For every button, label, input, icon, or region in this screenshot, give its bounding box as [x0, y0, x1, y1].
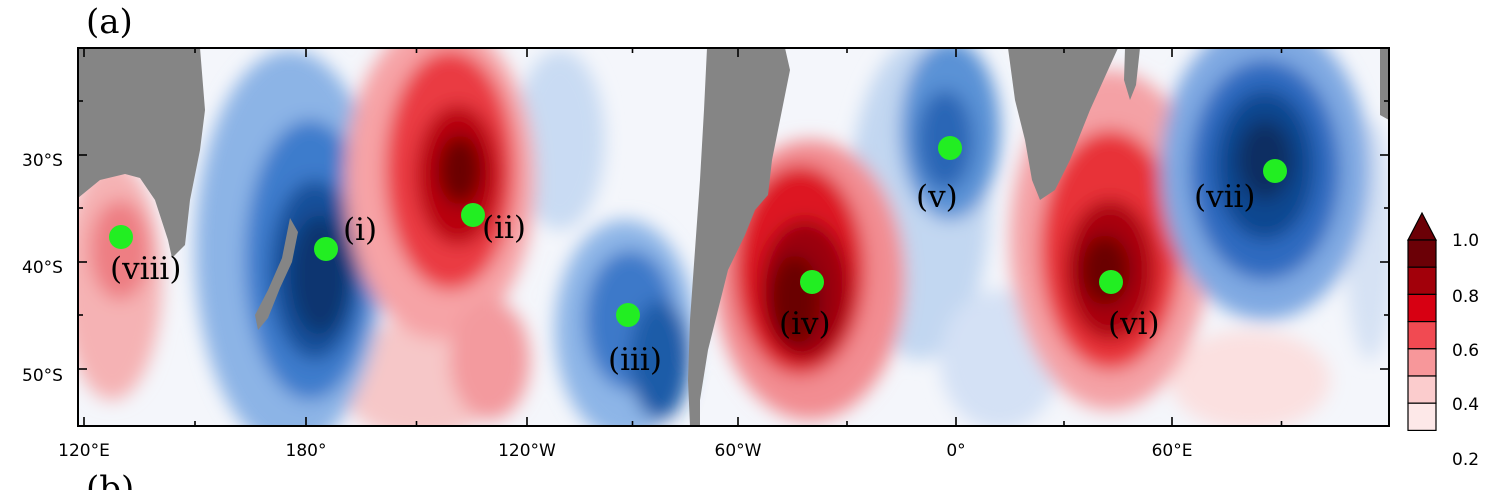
axis-ticks	[78, 48, 1389, 426]
point-label-v: (v)	[916, 179, 958, 215]
marker-i	[314, 237, 338, 261]
marker-iii	[616, 303, 640, 327]
marker-iv	[800, 270, 824, 294]
point-label-vi: (vi)	[1108, 306, 1160, 342]
lon-labels: 120°E 180° 120°W 60°W 0° 60°E	[58, 441, 1192, 461]
point-label-i: (i)	[343, 212, 377, 248]
land-australia	[78, 48, 205, 258]
point-label-iii: (iii)	[608, 342, 662, 378]
colorbar-label-0-4: 0.4	[1452, 395, 1479, 415]
land-africa	[1008, 48, 1118, 200]
point-label-vii: (vii)	[1194, 179, 1256, 215]
map-frame	[77, 47, 1390, 427]
lat-label-40s: 40°S	[22, 258, 63, 278]
lat-label-30s: 30°S	[22, 151, 63, 171]
lon-label-0: 0°	[946, 441, 965, 461]
colorbar-arrow	[1407, 211, 1437, 241]
point-label-viii: (viii)	[110, 251, 181, 287]
colorbar-label-0-8: 0.8	[1452, 287, 1479, 307]
lon-label-120e: 120°E	[58, 441, 110, 461]
point-label-iv: (iv)	[779, 306, 831, 342]
lat-label-50s: 50°S	[22, 366, 63, 386]
marker-v	[938, 136, 962, 160]
colorbar-box	[1407, 239, 1437, 268]
lon-label-120w: 120°W	[498, 441, 556, 461]
marker-viii	[109, 225, 133, 249]
lon-label-180: 180°	[286, 441, 327, 461]
marker-vii	[1263, 159, 1287, 183]
map-field	[78, 48, 1389, 426]
colorbar-label-0-2: 0.2	[1452, 450, 1479, 470]
lat-labels: 30°S 40°S 50°S	[22, 151, 63, 386]
marker-ii	[461, 203, 485, 227]
colorbar-box	[1407, 321, 1437, 350]
colorbar-label-1-0: 1.0	[1452, 231, 1479, 251]
land-new-zealand	[255, 218, 298, 330]
colorbar-box	[1407, 348, 1437, 377]
point-markers	[109, 136, 1287, 327]
land-madagascar	[1124, 48, 1140, 100]
colorbar-box	[1407, 293, 1437, 323]
marker-vi	[1099, 270, 1123, 294]
land-east-edge	[1380, 48, 1389, 120]
colorbar-boxes	[1407, 239, 1437, 432]
colorbar-box	[1407, 375, 1437, 404]
lon-label-60e: 60°E	[1152, 441, 1193, 461]
point-label-ii: (ii)	[482, 210, 526, 246]
colorbar: 1.0 0.8 0.6 0.4 0.2	[1407, 211, 1479, 470]
panel-label-a: (a)	[86, 2, 133, 42]
lon-label-60w: 60°W	[715, 441, 762, 461]
panel-label-b: (b)	[86, 469, 134, 490]
point-labels: (i) (ii) (iii) (iv) (v) (vi) (vii) (viii…	[110, 179, 1256, 378]
colorbar-box	[1407, 266, 1437, 296]
land-south-america	[688, 48, 790, 426]
land-masses	[78, 48, 1389, 426]
colorbar-box	[1407, 402, 1437, 432]
colorbar-label-0-6: 0.6	[1452, 341, 1479, 361]
